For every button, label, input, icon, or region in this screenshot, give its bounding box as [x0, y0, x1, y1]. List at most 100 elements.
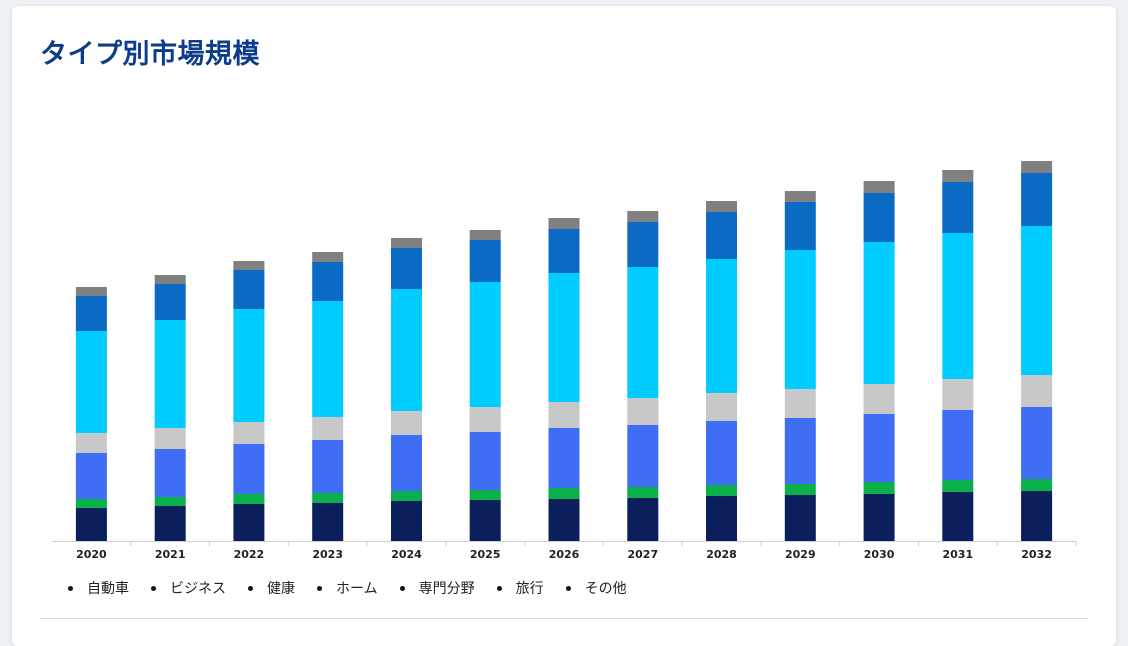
legend-item: 自動車	[68, 578, 129, 598]
x-tick-label: 2031	[942, 548, 973, 561]
bar-segment-2024-2	[391, 435, 422, 491]
bar-segment-2023-1	[312, 493, 344, 503]
bar-segment-2021-1	[154, 497, 186, 506]
bar-segment-2029-4	[784, 250, 816, 389]
bar-segment-2026-5	[548, 229, 580, 273]
legend-item: 旅行	[496, 578, 544, 598]
legend-label: 健康	[267, 581, 295, 597]
bar-segment-2028-0	[706, 496, 737, 541]
legend-label: その他	[584, 581, 627, 597]
x-tick-label: 2023	[312, 548, 343, 561]
bar-segment-2031-0	[942, 492, 974, 541]
bar-segment-2024-3	[391, 411, 422, 435]
bar-segment-2028-3	[706, 393, 737, 421]
bar-segment-2025-1	[469, 490, 501, 500]
bar-segment-2029-5	[784, 202, 816, 250]
bar-segment-2025-3	[469, 407, 501, 432]
bar-segment-2030-4	[863, 242, 895, 384]
bar-segment-2022-2	[233, 444, 265, 494]
x-tick-label: 2021	[155, 548, 186, 561]
x-tick-label: 2026	[549, 548, 580, 561]
bar-segment-2023-5	[312, 262, 344, 301]
bar-segment-2023-4	[312, 301, 344, 417]
bar-segment-2023-2	[312, 440, 344, 493]
bar-segment-2029-0	[784, 495, 816, 541]
bar-segment-2028-2	[706, 421, 737, 485]
bar-segment-2021-3	[154, 428, 186, 449]
bar-segment-2020-2	[75, 453, 107, 499]
bar-segment-2027-6	[627, 211, 659, 222]
x-tick-label: 2022	[234, 548, 265, 561]
legend-item: 健康	[248, 578, 295, 598]
bar-segment-2032-0	[1021, 491, 1053, 541]
bar-segment-2021-0	[154, 506, 186, 541]
legend-label: 旅行	[515, 581, 544, 597]
bar-segment-2022-6	[233, 261, 265, 270]
bar-segment-2024-4	[391, 289, 422, 411]
legend-item: ホーム	[317, 578, 378, 598]
chart-card: タイプ別市場規模 2020 2021 2022 2023 2024 2025 2026 202…	[12, 6, 1116, 646]
bar-segment-2031-1	[942, 480, 974, 492]
bar-segment-2029-3	[784, 389, 816, 418]
bar-segment-2024-6	[391, 238, 422, 248]
x-tick-label: 2024	[391, 548, 422, 561]
bar-segment-2026-2	[548, 428, 580, 488]
x-tick-label: 2027	[627, 548, 658, 561]
bar-segment-2029-6	[784, 191, 816, 202]
bar-segment-2030-1	[863, 482, 895, 494]
legend-bullet-icon	[317, 585, 322, 591]
bar-segment-2024-5	[391, 248, 422, 289]
bar-segment-2032-2	[1021, 407, 1053, 479]
bar-segment-2026-6	[548, 218, 580, 229]
legend-item: ビジネス	[151, 578, 226, 598]
legend-bullet-icon	[399, 585, 405, 591]
legend-bullet-icon	[565, 585, 571, 591]
bar-segment-2027-3	[627, 398, 659, 425]
x-tick-label: 2025	[470, 548, 501, 561]
bar-segment-2024-1	[391, 491, 422, 501]
bar-segment-2022-0	[233, 504, 265, 541]
bar-segment-2022-1	[233, 494, 265, 504]
bar-segment-2021-5	[154, 284, 186, 320]
bar-segment-2020-4	[75, 331, 107, 433]
bar-segment-2031-4	[942, 233, 974, 379]
bar-segment-2028-4	[706, 259, 737, 393]
bar-segment-2023-6	[312, 252, 344, 262]
bar-segment-2029-1	[784, 484, 816, 495]
bar-segment-2026-1	[548, 488, 580, 499]
legend-bullet-icon	[151, 585, 156, 591]
bar-segment-2029-2	[784, 418, 816, 484]
x-tick-label: 2029	[785, 548, 816, 561]
bar-segment-2025-4	[469, 282, 501, 407]
bar-segment-2028-1	[706, 485, 737, 496]
bar-segment-2027-1	[627, 487, 659, 498]
bar-segment-2031-2	[942, 410, 974, 480]
legend-label: 専門分野	[418, 581, 475, 597]
bar-segment-2022-5	[233, 270, 265, 309]
bar-segment-2020-1	[75, 499, 107, 508]
bar-segment-2030-0	[863, 494, 895, 541]
chart-title: タイプ別市場規模	[40, 39, 260, 70]
bar-segment-2021-2	[154, 449, 186, 497]
bar-segment-2026-3	[548, 402, 580, 428]
bar-segment-2022-4	[233, 309, 265, 422]
legend-item: その他	[565, 578, 627, 598]
bar-segment-2020-5	[75, 296, 107, 331]
legend-bullet-icon	[496, 585, 502, 591]
bar-segment-2027-4	[627, 267, 659, 398]
legend-label: ビジネス	[170, 581, 226, 597]
bar-segment-2028-6	[706, 201, 737, 212]
bar-segment-2027-0	[627, 498, 659, 541]
x-tick-label: 2032	[1021, 548, 1052, 561]
bar-segment-2025-6	[469, 230, 501, 240]
bar-segment-2023-3	[312, 417, 344, 440]
bar-segment-2020-3	[75, 433, 107, 453]
bar-segment-2027-2	[627, 425, 659, 487]
x-tick-label: 2020	[76, 548, 107, 561]
legend-bullet-icon	[68, 585, 73, 591]
bar-segment-2032-6	[1021, 161, 1053, 173]
bar-segment-2027-5	[627, 222, 659, 267]
bar-segment-2032-5	[1021, 173, 1053, 226]
bottom-divider	[40, 618, 1088, 619]
legend-item: 専門分野	[399, 578, 475, 598]
